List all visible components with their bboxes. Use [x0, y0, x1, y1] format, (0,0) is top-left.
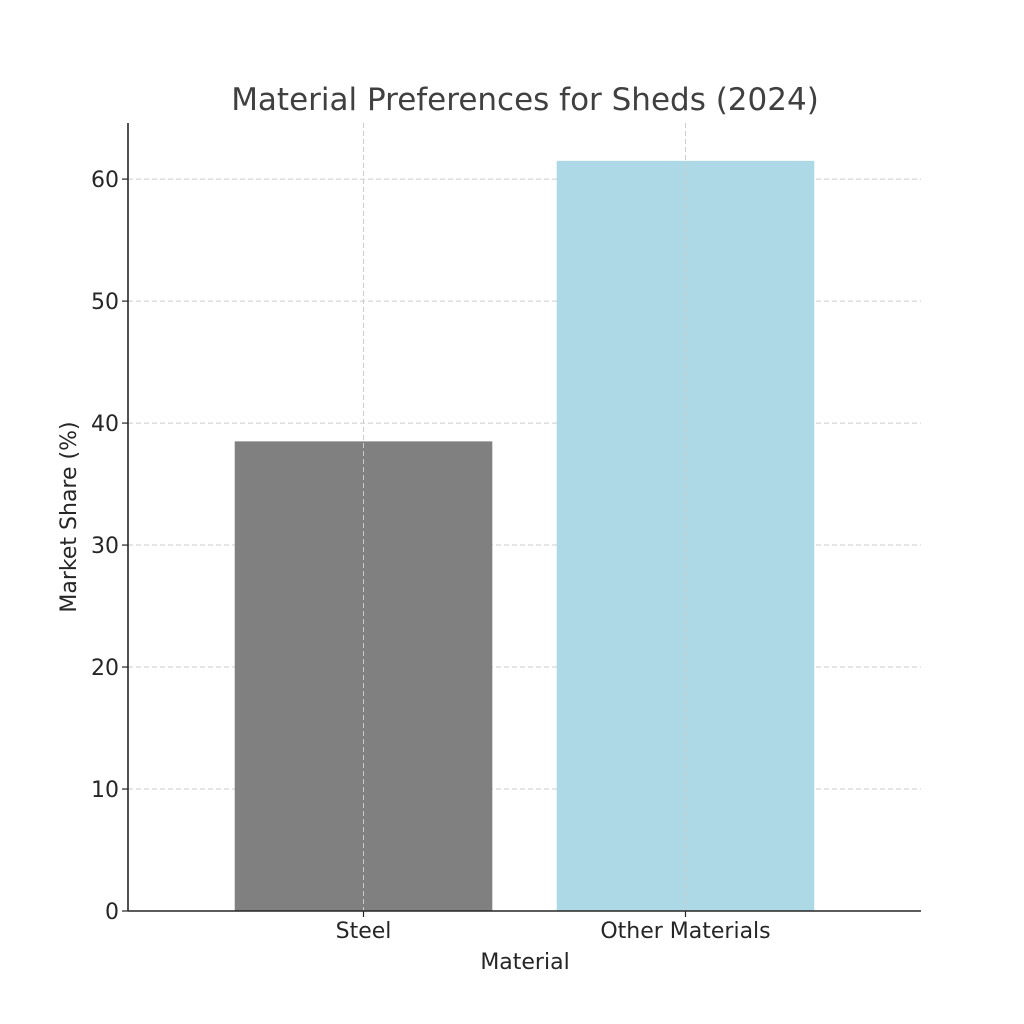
ticks-layer: 0 10 20 30 40 50 60 Steel Other Materials — [91, 168, 771, 944]
y-tick-label: 30 — [91, 534, 119, 559]
y-tick-label: 10 — [91, 778, 119, 803]
chart-title: Material Preferences for Sheds (2024) — [231, 82, 819, 118]
x-tick-label: Other Materials — [600, 919, 770, 944]
y-tick-label: 50 — [91, 290, 119, 315]
y-tick-label: 40 — [91, 412, 119, 437]
y-tick-label: 20 — [91, 656, 119, 681]
y-tick-label: 0 — [105, 900, 119, 925]
axes-layer — [127, 123, 921, 912]
y-tick-label: 60 — [91, 168, 119, 193]
x-tick-label: Steel — [336, 919, 392, 944]
bars-layer — [234, 160, 815, 912]
vertical-grid-layer — [363, 123, 686, 911]
y-axis-label: Market Share (%) — [57, 421, 82, 612]
x-axis-label: Material — [480, 950, 569, 975]
